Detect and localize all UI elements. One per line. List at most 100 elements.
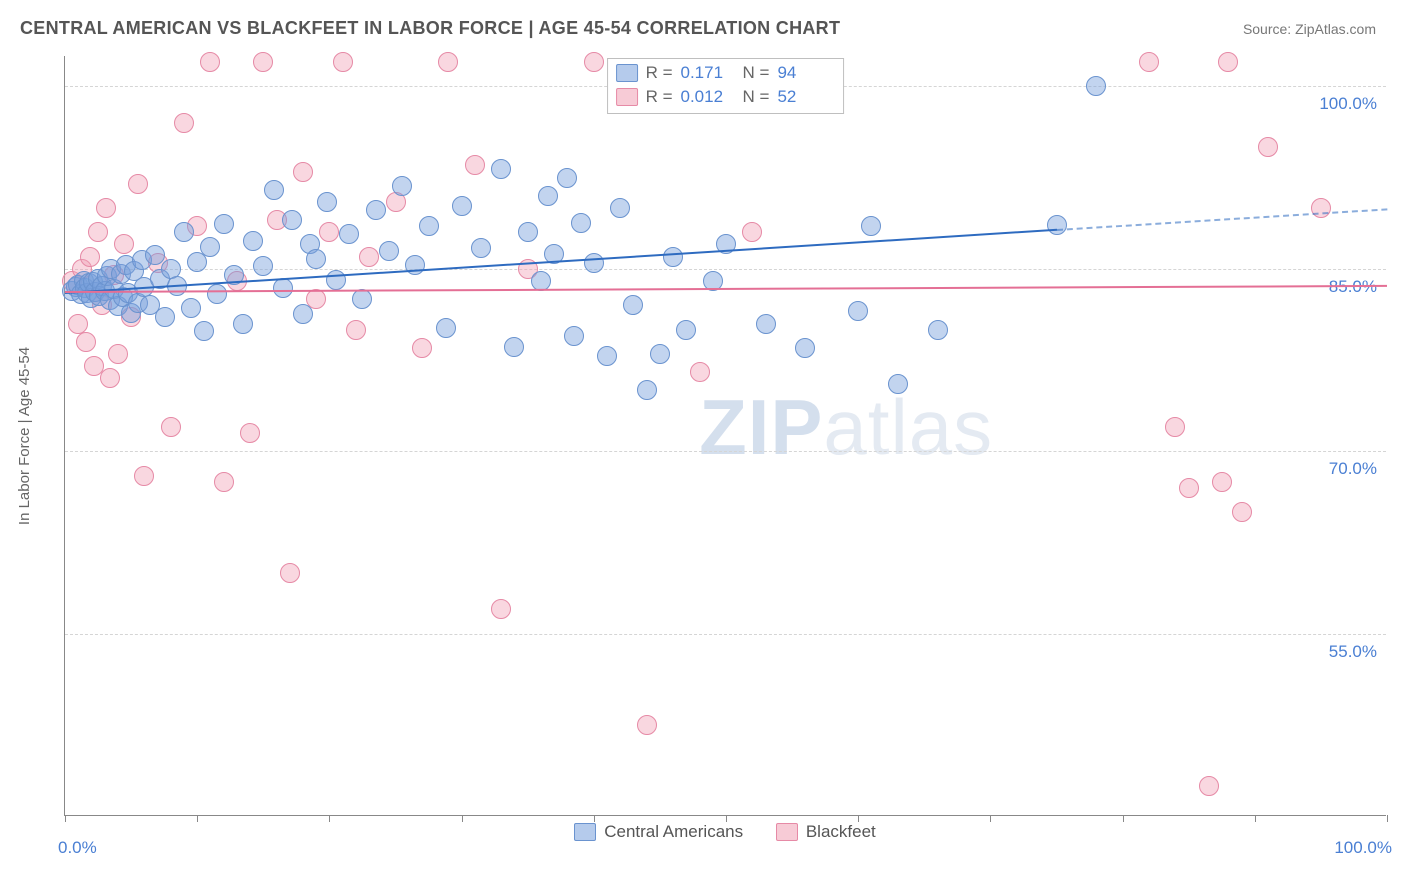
data-point <box>76 332 96 352</box>
data-point <box>379 241 399 261</box>
n-label: N = <box>743 61 770 85</box>
data-point <box>518 222 538 242</box>
data-point <box>96 198 116 218</box>
source-attribution: Source: ZipAtlas.com <box>1243 21 1376 39</box>
r-label: R = <box>646 85 673 109</box>
data-point <box>80 247 100 267</box>
data-point <box>610 198 630 218</box>
trend-line <box>65 285 1387 293</box>
n-label: N = <box>743 85 770 109</box>
data-point <box>134 466 154 486</box>
data-point <box>419 216 439 236</box>
correlation-row: R =0.171N =94 <box>616 61 832 85</box>
data-point <box>452 196 472 216</box>
data-point <box>795 338 815 358</box>
data-point <box>233 314 253 334</box>
data-point <box>264 180 284 200</box>
source-prefix: Source: <box>1243 21 1295 37</box>
data-point <box>1212 472 1232 492</box>
data-point <box>861 216 881 236</box>
x-tick <box>65 815 66 822</box>
data-point <box>584 253 604 273</box>
page-title: CENTRAL AMERICAN VS BLACKFEET IN LABOR F… <box>20 18 840 39</box>
n-value: 52 <box>777 85 831 109</box>
data-point <box>888 374 908 394</box>
x-tick <box>594 815 595 822</box>
legend-item-central-americans: Central Americans <box>574 822 743 842</box>
gridline <box>65 451 1386 452</box>
data-point <box>174 222 194 242</box>
x-tick <box>329 815 330 822</box>
r-value: 0.012 <box>681 85 735 109</box>
data-point <box>253 256 273 276</box>
data-point <box>471 238 491 258</box>
data-point <box>756 314 776 334</box>
data-point <box>108 344 128 364</box>
data-point <box>207 284 227 304</box>
series-swatch-icon <box>616 64 638 82</box>
data-point <box>1199 776 1219 796</box>
data-point <box>317 192 337 212</box>
data-point <box>438 52 458 72</box>
data-point <box>1179 478 1199 498</box>
n-value: 94 <box>777 61 831 85</box>
y-tick-label: 100.0% <box>1316 94 1380 114</box>
data-point <box>68 314 88 334</box>
data-point <box>690 362 710 382</box>
r-label: R = <box>646 61 673 85</box>
data-point <box>333 52 353 72</box>
data-point <box>214 214 234 234</box>
data-point <box>637 380 657 400</box>
data-point <box>319 222 339 242</box>
x-tick <box>1255 815 1256 822</box>
data-point <box>359 247 379 267</box>
data-point <box>326 270 346 290</box>
data-point <box>306 249 326 269</box>
data-point <box>293 162 313 182</box>
data-point <box>663 247 683 267</box>
y-tick-label: 70.0% <box>1326 459 1380 479</box>
x-tick <box>726 815 727 822</box>
legend-swatch-icon <box>574 823 596 841</box>
x-tick <box>462 815 463 822</box>
data-point <box>597 346 617 366</box>
data-point <box>280 563 300 583</box>
data-point <box>584 52 604 72</box>
watermark: ZIPatlas <box>699 382 993 473</box>
data-point <box>405 255 425 275</box>
data-point <box>240 423 260 443</box>
data-point <box>928 320 948 340</box>
data-point <box>346 320 366 340</box>
data-point <box>214 472 234 492</box>
x-tick <box>990 815 991 822</box>
data-point <box>366 200 386 220</box>
data-point <box>1218 52 1238 72</box>
data-point <box>200 52 220 72</box>
y-tick-label: 55.0% <box>1326 642 1380 662</box>
data-point <box>100 368 120 388</box>
data-point <box>412 338 432 358</box>
data-point <box>637 715 657 735</box>
data-point <box>650 344 670 364</box>
data-point <box>465 155 485 175</box>
data-point <box>114 234 134 254</box>
legend-label: Blackfeet <box>806 822 876 842</box>
data-point <box>1258 137 1278 157</box>
data-point <box>282 210 302 230</box>
watermark-rest: atlas <box>823 383 993 471</box>
gridline <box>65 634 1386 635</box>
data-point <box>273 278 293 298</box>
plot-area: ZIPatlas 55.0%70.0%85.0%100.0%R =0.171N … <box>64 56 1386 816</box>
bottom-legend: Central Americans Blackfeet <box>64 822 1386 846</box>
data-point <box>339 224 359 244</box>
data-point <box>352 289 372 309</box>
data-point <box>538 186 558 206</box>
data-point <box>161 417 181 437</box>
data-point <box>742 222 762 242</box>
series-swatch-icon <box>616 88 638 106</box>
data-point <box>557 168 577 188</box>
data-point <box>253 52 273 72</box>
data-point <box>1139 52 1159 72</box>
source-name: ZipAtlas.com <box>1295 21 1376 37</box>
data-point <box>1165 417 1185 437</box>
